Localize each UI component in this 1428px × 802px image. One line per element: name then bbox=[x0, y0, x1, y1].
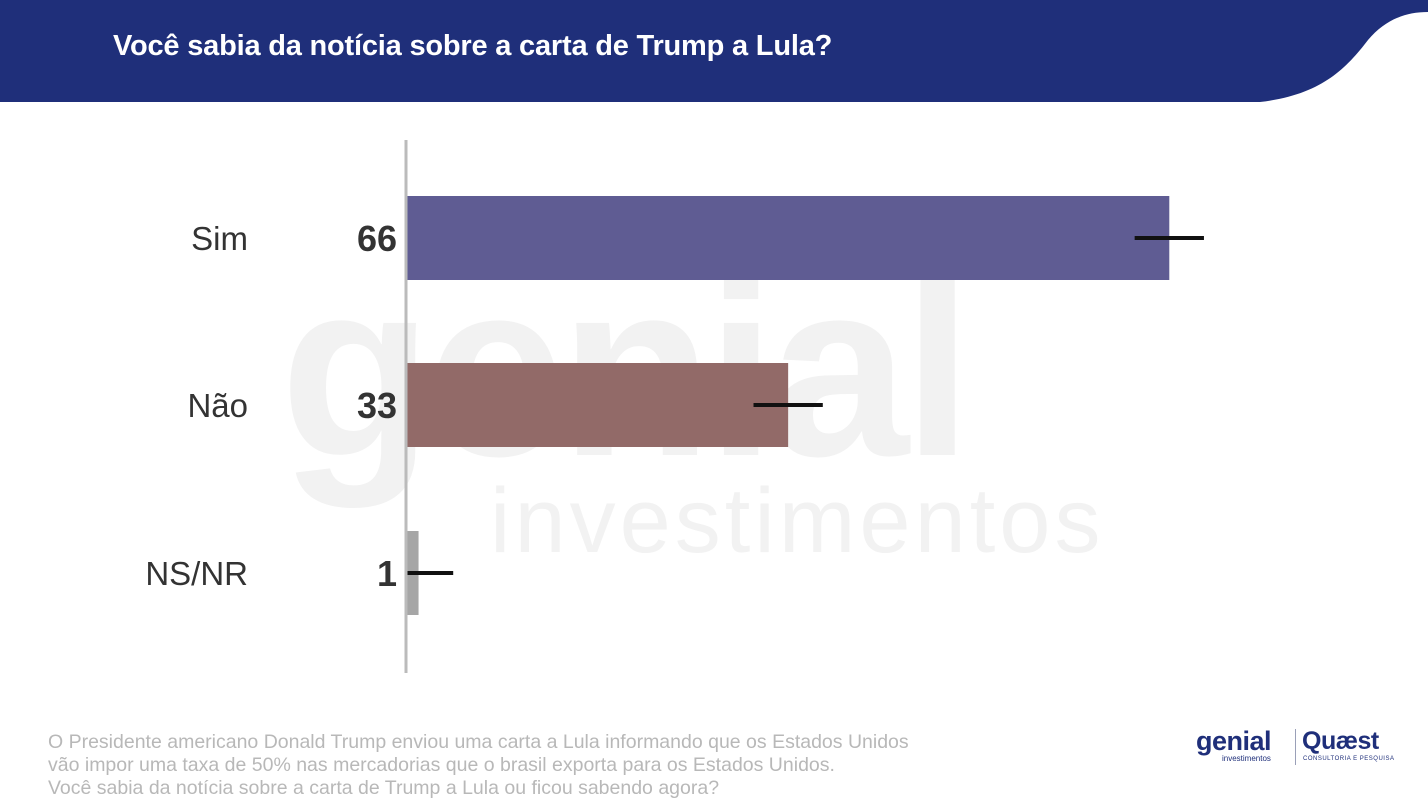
category-label: Não bbox=[187, 387, 248, 424]
category-label: Sim bbox=[191, 220, 248, 257]
logo-divider bbox=[1295, 729, 1296, 765]
watermark-sub: investimentos bbox=[490, 470, 1104, 560]
bar bbox=[407, 363, 789, 447]
header-band bbox=[0, 0, 1428, 102]
value-label: 66 bbox=[357, 218, 397, 259]
footnote-line: O Presidente americano Donald Trump envi… bbox=[48, 731, 909, 753]
footnote-line: Você sabia da notícia sobre a carta de T… bbox=[48, 777, 720, 799]
genial-logo-word: genial bbox=[1196, 726, 1272, 756]
bar-chart: Sim 66 Não 33 NS/NR 1 bbox=[145, 140, 1204, 673]
quaest-logo: Quæst CONSULTORIA E PESQUISA bbox=[1302, 726, 1394, 762]
category-label: NS/NR bbox=[145, 555, 248, 592]
value-label: 1 bbox=[377, 553, 397, 594]
quaest-logo-sub: CONSULTORIA E PESQUISA bbox=[1303, 756, 1395, 762]
bar bbox=[407, 196, 1170, 280]
genial-logo: genial investimentos bbox=[1196, 726, 1272, 763]
question-footnote: O Presidente americano Donald Trump envi… bbox=[48, 731, 1048, 800]
value-label: 33 bbox=[357, 385, 397, 426]
logos: genial investimentos Quæst CONSULTORIA E… bbox=[1196, 726, 1396, 772]
footnote-line: vão impor uma taxa de 50% nas mercadoria… bbox=[48, 754, 835, 776]
genial-logo-sub: investimentos bbox=[1222, 754, 1271, 763]
quaest-logo-word: Quæst bbox=[1302, 727, 1379, 755]
page-title: Você sabia da notícia sobre a carta de T… bbox=[113, 30, 833, 62]
